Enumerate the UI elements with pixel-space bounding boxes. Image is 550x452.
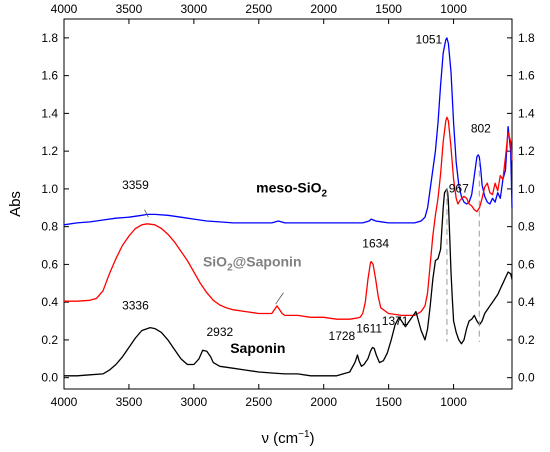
x-tick-label-top: 2000 [310,2,337,16]
peak-label: 1728 [329,329,356,343]
x-tick-label-top: 1000 [440,2,467,16]
x-tick-label-bottom: 3000 [181,395,208,409]
y-tick-label-left: 0.8 [41,220,58,234]
y-tick-label-right: 1.8 [518,31,535,45]
peak-label: 2932 [206,325,233,339]
leader-line [275,292,284,305]
y-tick-label-right: 0.8 [518,220,535,234]
x-axis-title-sup: −1 [298,429,310,440]
y-tick-label-left: 1.2 [41,144,58,158]
x-tick-label-bottom: 4000 [51,395,78,409]
x-tick-label-top: 1500 [375,2,402,16]
series-label-sub: 2 [322,189,328,200]
x-tick-label-top: 3500 [116,2,143,16]
x-tick-label-bottom: 2500 [245,395,272,409]
peak-label: 3359 [122,178,149,192]
series-label-main: Saponin [230,340,285,356]
x-tick-label-top: 3000 [181,2,208,16]
y-tick-label-right: 0.6 [518,257,535,271]
y-tick-label-left: 0.4 [41,295,58,309]
y-tick-label-right: 1.0 [518,182,535,196]
y-tick-label-left: 0.0 [41,371,58,385]
series-line-saponin [64,188,513,377]
y-tick-label-right: 0.2 [518,333,535,347]
plot-frame [63,18,513,390]
peak-label: 1634 [362,236,389,250]
y-tick-label-left: 1.6 [41,69,58,83]
x-axis-title-end: ) [310,430,315,447]
x-tick-label-bottom: 2000 [310,395,337,409]
y-tick-label-right: 0.0 [518,371,535,385]
peak-label: 802 [471,121,491,135]
series-label-meso: meso-SiO2 [256,180,327,200]
x-tick-label-bottom: 1000 [440,395,467,409]
axis-ticks: 4000 4000 3500 3500 3000 3000 2500 2500 2000 2000… [41,2,535,409]
x-axis-title-main: ν (cm [261,430,298,447]
peak-label: 967 [449,182,469,196]
dashed-marker-layer [446,160,480,342]
x-tick-label-top: 2500 [245,2,272,16]
series-line-sio2sap [64,116,513,320]
leader-line [144,209,149,218]
y-tick-label-right: 1.2 [518,144,535,158]
x-axis-title: ν (cm−1) [261,429,314,447]
y-tick-label-right: 1.6 [518,69,535,83]
series-label-main: meso-SiO [256,180,321,196]
y-tick-label-left: 1.0 [41,182,58,196]
y-tick-label-left: 0.2 [41,333,58,347]
series-label-sub: 2 [227,262,233,273]
y-tick-label-right: 0.4 [518,295,535,309]
series-line-meso [63,37,513,226]
series-label-end: @Saponin [233,253,302,269]
peak-label: 3336 [122,299,149,313]
series-label-saponin: Saponin [230,340,285,356]
y-tick-label-left: 1.8 [41,31,58,45]
y-tick-label-left: 0.6 [41,257,58,271]
y-tick-label-right: 1.4 [518,106,535,120]
peak-label: 1051 [416,33,443,47]
y-tick-label-left: 1.4 [41,106,58,120]
x-tick-label-top: 4000 [51,2,78,16]
series-label-main: SiO [203,253,227,269]
x-tick-label-bottom: 3500 [116,395,143,409]
peak-label: 1611 [356,321,382,335]
y-axis-title: Abs [7,191,24,217]
peak-label: 1371 [382,314,409,328]
x-tick-label-bottom: 1500 [375,395,402,409]
series-label-sio2sap: SiO2@Saponin [203,253,302,273]
